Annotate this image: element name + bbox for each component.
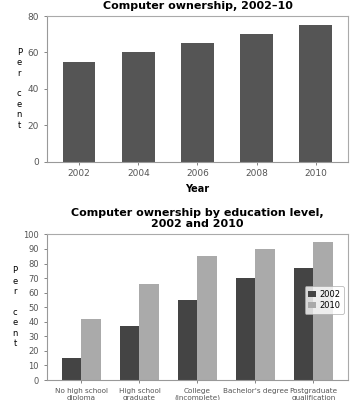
Bar [181,43,214,162]
Bar [139,284,159,380]
Legend: 2002, 2010: 2002, 2010 [305,286,344,314]
Bar [120,326,139,380]
Bar [256,249,275,380]
Bar [62,358,81,380]
X-axis label: Year: Year [185,184,210,194]
Bar [236,278,256,380]
Y-axis label: P
e
r
 
c
e
n
t: P e r c e n t [12,266,18,348]
Bar [240,34,273,162]
Bar [122,52,155,162]
Title: Computer ownership, 2002–10: Computer ownership, 2002–10 [103,1,292,11]
Bar [299,25,332,162]
Bar [313,242,332,380]
Bar [63,62,95,162]
Y-axis label: P
e
r
 
c
e
n
t: P e r c e n t [17,48,22,130]
Bar [197,256,216,380]
Bar [294,268,313,380]
Bar [81,319,101,380]
Title: Computer ownership by education level,
2002 and 2010: Computer ownership by education level, 2… [71,208,324,230]
Bar [178,300,197,380]
